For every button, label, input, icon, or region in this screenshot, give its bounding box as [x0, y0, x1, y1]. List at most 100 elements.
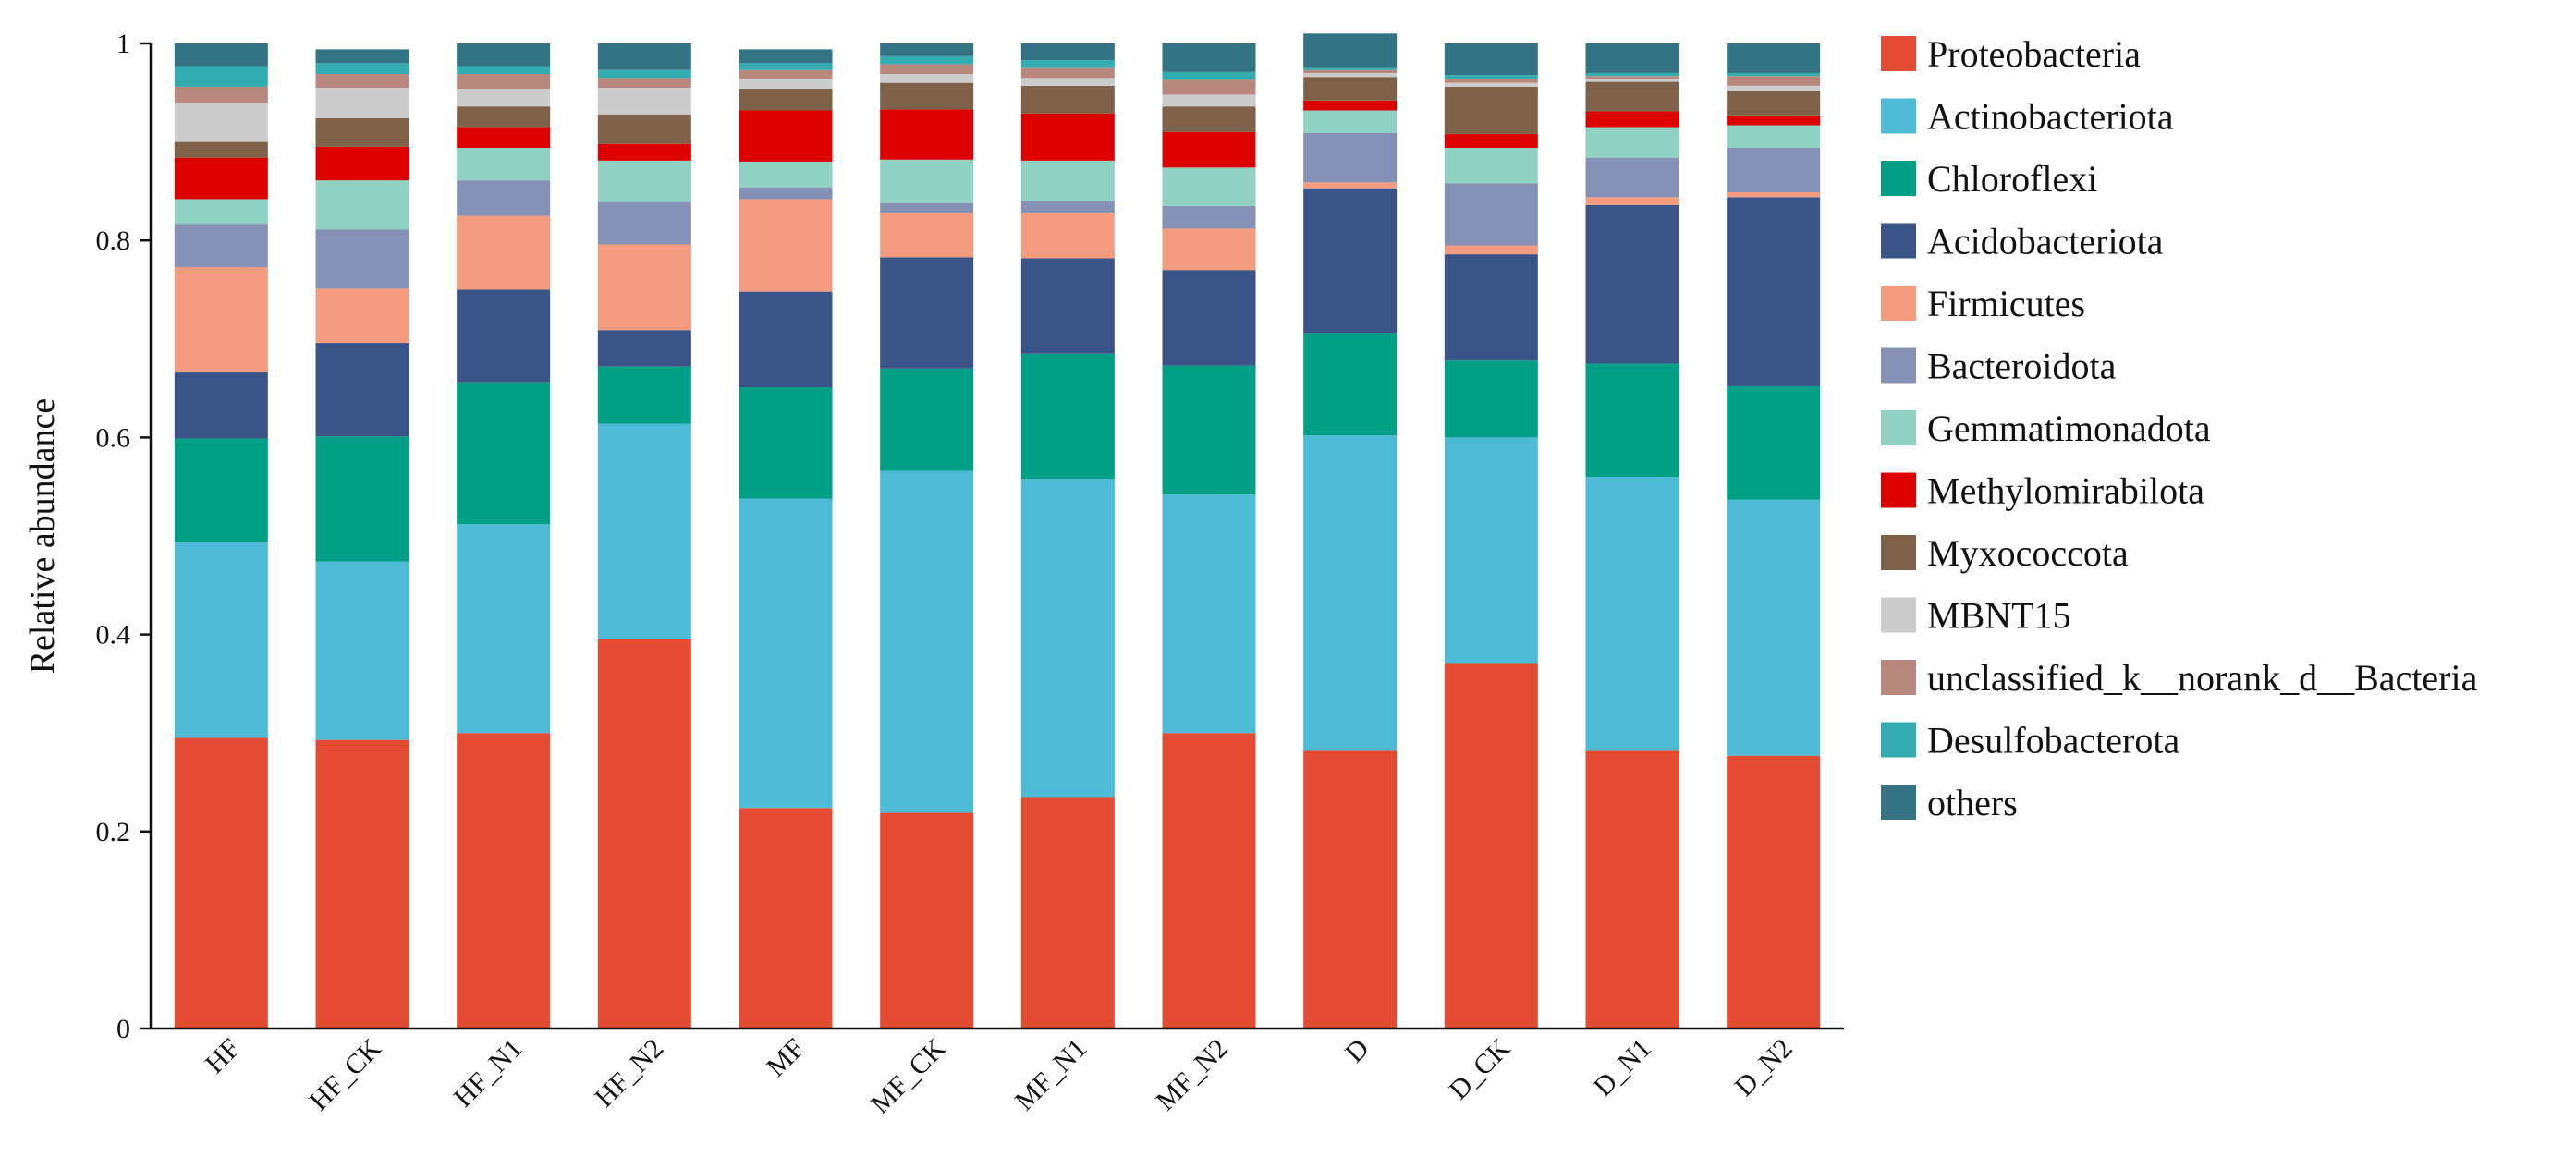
legend-swatch-Proteobacteria	[1881, 36, 1916, 71]
bar-segment-MF_N2-others	[1162, 43, 1256, 72]
bar-segment-MF_N2-Desulfobacterota	[1162, 71, 1256, 80]
bar-segment-MF-Desulfobacterota	[739, 63, 833, 70]
bar-segment-D_N2-Chloroflexi	[1727, 385, 1821, 500]
legend-swatch-Bacteroidota	[1881, 347, 1916, 384]
bar-segment-D_N2-unclassified_k__norank_d__Bacteria	[1727, 76, 1821, 86]
bar-segment-D_N2-Methylomirabilota	[1727, 115, 1821, 126]
bar-segment-D_CK-Actinobacteriota	[1444, 437, 1538, 664]
bar-segment-HF_CK-Proteobacteria	[315, 739, 409, 1029]
bar-segment-MF_N1-Methylomirabilota	[1020, 113, 1115, 161]
bar-segment-MF_CK-Firmicutes	[880, 213, 974, 258]
legend-swatch-Methylomirabilota	[1881, 472, 1916, 508]
bar-segment-HF_N1-Methylomirabilota	[457, 127, 551, 148]
bar-segment-MF_N1-others	[1020, 43, 1115, 61]
bar-segment-HF_N2-MBNT15	[597, 87, 691, 115]
bar-segment-HF_N1-others	[457, 43, 551, 67]
x-tick-label-MF: MF	[761, 1033, 811, 1083]
bar-segment-HF_N2-Gemmatimonadota	[597, 160, 691, 202]
bar-segment-D-Methylomirabilota	[1303, 100, 1398, 111]
bar-segment-MF_CK-Acidobacteriota	[880, 257, 974, 369]
bar-segment-MF_N1-Bacteroidota	[1020, 201, 1115, 213]
bar-segment-D-unclassified_k__norank_d__Bacteria	[1303, 69, 1398, 73]
bar-segment-D_N2-Firmicutes	[1727, 191, 1821, 198]
bar-segment-HF_N2-Acidobacteriota	[597, 330, 691, 367]
bar-segment-HF-Bacteroidota	[174, 224, 268, 267]
bar-segment-MF_CK-Chloroflexi	[880, 368, 974, 471]
x-tick-label-D_N1: D_N1	[1588, 1033, 1657, 1102]
bar-segment-HF_CK-Myxococcota	[315, 118, 409, 147]
bar-segment-HF-Actinobacteriota	[174, 542, 268, 738]
x-tick-label-HF_CK: HF_CK	[303, 1032, 387, 1116]
legend-swatch-Myxococcota	[1881, 535, 1916, 570]
x-tick-label-MF_N2: MF_N2	[1150, 1033, 1234, 1117]
bar-segment-HF_N2-Methylomirabilota	[597, 143, 691, 161]
bar-segment-MF_N2-Gemmatimonadota	[1162, 167, 1256, 206]
bar-segment-MF_CK-Methylomirabilota	[880, 109, 974, 160]
bar-segment-HF_N1-Firmicutes	[457, 215, 551, 290]
bar-segment-D_N1-Methylomirabilota	[1585, 111, 1679, 128]
bar-segment-D_CK-Gemmatimonadota	[1444, 148, 1538, 184]
bar-segment-HF_CK-Desulfobacterota	[315, 63, 409, 75]
bar-segment-HF_N1-Myxococcota	[457, 106, 551, 128]
bar-segment-MF_N1-Myxococcota	[1020, 85, 1115, 114]
bar-segment-MF-MBNT15	[739, 79, 833, 90]
bar-segment-D_N1-Firmicutes	[1585, 197, 1679, 205]
bar-segment-D-Bacteroidota	[1303, 133, 1398, 183]
bar-segment-HF_CK-MBNT15	[315, 87, 409, 119]
bar-segment-D_N2-Actinobacteriota	[1727, 499, 1821, 756]
bar-segment-HF_N1-Proteobacteria	[457, 733, 551, 1029]
bar-segment-HF_CK-others	[315, 49, 409, 64]
bar-segment-MF-Firmicutes	[739, 199, 833, 292]
legend-label-Myxococcota: Myxococcota	[1927, 532, 2129, 574]
legend-swatch-Chloroflexi	[1881, 161, 1916, 196]
x-tick-label-HF: HF	[200, 1033, 246, 1079]
bar-segment-D_CK-others	[1444, 43, 1538, 76]
bar-segment-D_N1-Actinobacteriota	[1585, 477, 1679, 751]
bar-segment-HF_CK-Bacteroidota	[315, 229, 409, 289]
legend: Proteobacteria Actinobacteriota Chloroflex…	[1881, 33, 2478, 823]
bar-segment-D_CK-Bacteroidota	[1444, 183, 1538, 246]
legend-swatch-others	[1881, 785, 1916, 820]
bar-segment-D_N1-unclassified_k__norank_d__Bacteria	[1585, 76, 1679, 79]
bar-segment-D-Acidobacteriota	[1303, 188, 1398, 334]
bar-segment-HF_CK-Methylomirabilota	[315, 146, 409, 181]
bar-segment-MF_N1-Firmicutes	[1020, 213, 1115, 259]
bar-segment-MF_N1-Gemmatimonadota	[1020, 160, 1115, 201]
legend-swatch-Actinobacteriota	[1881, 98, 1916, 134]
bar-segment-MF_N2-MBNT15	[1162, 94, 1256, 107]
bar-segment-HF-Methylomirabilota	[174, 157, 268, 200]
bar-segment-MF_CK-Gemmatimonadota	[880, 159, 974, 203]
bar-segment-D-Myxococcota	[1303, 77, 1398, 101]
bar-segment-HF_CK-Acidobacteriota	[315, 343, 409, 437]
y-tick-label: 0	[116, 1014, 130, 1044]
bar-segment-HF-Desulfobacterota	[174, 66, 268, 87]
bar-segment-MF_CK-Myxococcota	[880, 82, 974, 110]
bar-segment-MF_N2-Methylomirabilota	[1162, 131, 1256, 168]
bar-segment-D_N1-Chloroflexi	[1585, 363, 1679, 478]
bar-segment-D_N1-others	[1585, 43, 1679, 73]
bar-segment-HF_N1-Chloroflexi	[457, 382, 551, 525]
bar-segment-HF_CK-Chloroflexi	[315, 436, 409, 562]
legend-swatch-Firmicutes	[1881, 286, 1916, 321]
bar-segment-MF_N2-Firmicutes	[1162, 228, 1256, 271]
bar-segment-HF_N1-unclassified_k__norank_d__Bacteria	[457, 74, 551, 90]
legend-label-Chloroflexi: Chloroflexi	[1927, 158, 2097, 200]
bar-segment-HF_N1-Acidobacteriota	[457, 289, 551, 383]
y-axis-title: Relative abundance	[23, 398, 62, 675]
bar-segment-MF_N1-Acidobacteriota	[1020, 258, 1115, 354]
bar-segment-MF_N2-Actinobacteriota	[1162, 494, 1256, 734]
bar-segment-D_CK-MBNT15	[1444, 82, 1538, 87]
bar-segment-MF_N2-Bacteroidota	[1162, 205, 1256, 229]
bar-segment-D_N2-Myxococcota	[1727, 91, 1821, 116]
y-tick-label: 0.8	[96, 225, 131, 256]
bar-segment-HF-Myxococcota	[174, 141, 268, 158]
bar-segment-D_N1-Gemmatimonadota	[1585, 127, 1679, 158]
bar-segment-D_N2-Bacteroidota	[1727, 148, 1821, 192]
bar-segment-D_CK-unclassified_k__norank_d__Bacteria	[1444, 79, 1538, 83]
bar-segment-D-Firmicutes	[1303, 182, 1398, 189]
legend-label-Acidobacteriota: Acidobacteriota	[1927, 221, 2164, 262]
bar-segment-MF_N1-unclassified_k__norank_d__Bacteria	[1020, 67, 1115, 79]
bar-segment-HF-Proteobacteria	[174, 737, 268, 1029]
bar-segment-MF_CK-Proteobacteria	[880, 812, 974, 1029]
bar-segment-HF_N1-Actinobacteriota	[457, 524, 551, 734]
